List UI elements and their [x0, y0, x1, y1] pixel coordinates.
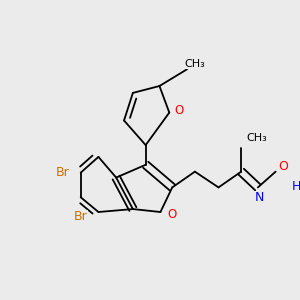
- Text: N: N: [255, 191, 265, 204]
- Text: Br: Br: [56, 166, 70, 179]
- Text: O: O: [168, 208, 177, 221]
- Text: O: O: [278, 160, 288, 173]
- Text: Br: Br: [74, 210, 88, 224]
- Text: CH₃: CH₃: [184, 59, 205, 69]
- Text: CH₃: CH₃: [246, 133, 267, 143]
- Text: O: O: [175, 104, 184, 117]
- Text: H: H: [292, 180, 300, 193]
